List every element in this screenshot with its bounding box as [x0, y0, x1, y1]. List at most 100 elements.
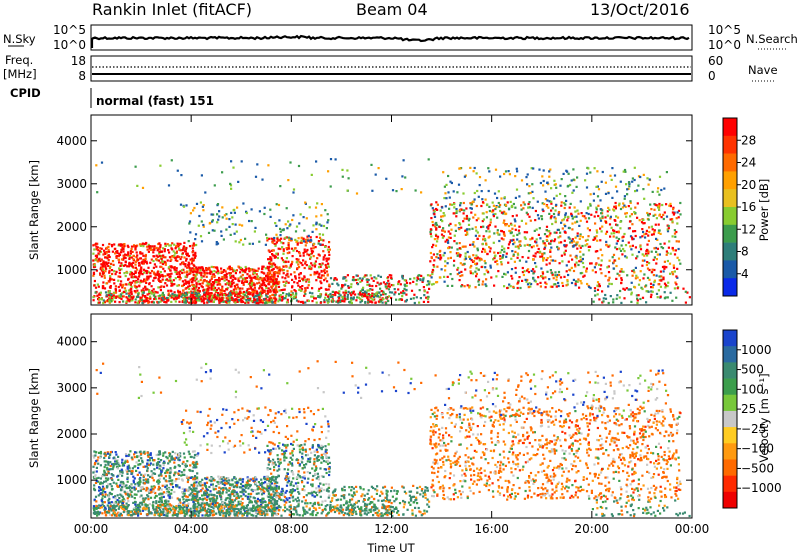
- echo-cell: [103, 249, 106, 252]
- echo-cell: [442, 235, 445, 238]
- echo-cell: [647, 218, 650, 221]
- echo-cell: [113, 463, 116, 466]
- echo-cell: [287, 294, 290, 297]
- echo-cell: [166, 490, 169, 493]
- echo-cell: [234, 301, 237, 304]
- echo-cell: [193, 285, 196, 288]
- echo-cell: [673, 270, 676, 273]
- echo-cell: [138, 481, 141, 484]
- echo-cell: [184, 279, 187, 282]
- echo-cell: [237, 294, 240, 297]
- echo-cell: [276, 275, 279, 278]
- echo-cell: [108, 290, 111, 293]
- echo-cell: [433, 259, 436, 262]
- echo-cell: [145, 480, 148, 483]
- echo-cell: [500, 261, 503, 264]
- echo-cell: [139, 300, 142, 303]
- echo-cell: [641, 264, 644, 267]
- echo-cell: [455, 211, 458, 214]
- echo-cell: [507, 224, 510, 228]
- echo-cell: [118, 301, 121, 304]
- echo-cell: [557, 284, 560, 288]
- echo-cell: [653, 247, 656, 250]
- echo-cell: [105, 251, 108, 254]
- echo-cell: [158, 460, 161, 463]
- echo-cell: [222, 238, 225, 241]
- echo-cell: [607, 192, 610, 195]
- echo-cell: [221, 285, 224, 288]
- echo-cell: [279, 227, 282, 230]
- echo-cell: [458, 271, 461, 274]
- echo-cell: [656, 238, 659, 241]
- echo-cell: [620, 301, 623, 304]
- echo-cell: [579, 250, 582, 253]
- echo-cell: [500, 211, 503, 214]
- echo-cell: [242, 243, 245, 246]
- echo-cell: [636, 255, 639, 258]
- echo-cell: [122, 295, 125, 298]
- echo-cell: [141, 186, 145, 189]
- echo-cell: [97, 456, 100, 459]
- echo-cell: [671, 235, 674, 238]
- echo-cell: [622, 235, 625, 238]
- echo-cell: [568, 268, 571, 271]
- echo-cell: [147, 481, 150, 484]
- echo-cell: [98, 250, 101, 253]
- echo-cell: [115, 513, 118, 516]
- echo-cell: [577, 263, 580, 267]
- echo-cell: [160, 500, 163, 504]
- echo-cell: [114, 295, 117, 299]
- echo-cell: [652, 283, 655, 286]
- echo-cell: [224, 270, 227, 273]
- echo-cell: [412, 297, 415, 300]
- echo-cell: [545, 238, 548, 242]
- echo-cell: [569, 202, 572, 205]
- echo-cell: [613, 259, 616, 262]
- echo-cell: [496, 229, 499, 232]
- echo-cell: [198, 299, 201, 302]
- echo-cell: [141, 301, 144, 305]
- echo-cell: [679, 262, 682, 265]
- echo-cell: [277, 285, 281, 288]
- colorbar-tick-label: 8: [741, 245, 749, 259]
- echo-cell: [256, 299, 259, 302]
- echo-cell: [275, 233, 278, 236]
- echo-cell: [149, 297, 152, 300]
- echo-cell: [361, 293, 364, 296]
- echo-cell: [265, 280, 268, 283]
- echo-cell: [431, 268, 434, 272]
- echo-cell: [545, 263, 548, 266]
- echo-cell: [116, 295, 120, 298]
- echo-cell: [260, 295, 263, 298]
- echo-cell: [359, 293, 362, 296]
- echo-cell: [239, 287, 242, 290]
- echo-cell: [107, 463, 110, 466]
- echo-cell: [203, 291, 206, 294]
- echo-cell: [604, 232, 608, 235]
- echo-cell: [145, 281, 148, 284]
- echo-cell: [151, 459, 155, 462]
- echo-cell: [158, 279, 161, 283]
- echo-cell: [475, 254, 478, 257]
- echo-cell: [161, 492, 164, 495]
- echo-cell: [191, 469, 194, 473]
- echo-cell: [269, 277, 272, 280]
- echo-cell: [104, 252, 107, 255]
- echo-cell: [649, 282, 653, 285]
- echo-cell: [251, 281, 254, 284]
- echo-cell: [574, 265, 577, 268]
- echo-cell: [129, 492, 132, 495]
- echo-cell: [447, 246, 450, 250]
- echo-cell: [503, 196, 506, 199]
- echo-cell: [310, 249, 313, 253]
- echo-cell: [203, 279, 206, 282]
- echo-cell: [388, 295, 391, 298]
- echo-cell: [145, 245, 149, 248]
- echo-cell: [290, 295, 293, 298]
- echo-cell: [145, 272, 148, 275]
- echo-cell: [127, 504, 130, 507]
- echo-cell: [671, 220, 674, 223]
- echo-cell: [590, 262, 593, 265]
- echo-cell: [177, 284, 181, 287]
- echo-cell: [594, 222, 597, 225]
